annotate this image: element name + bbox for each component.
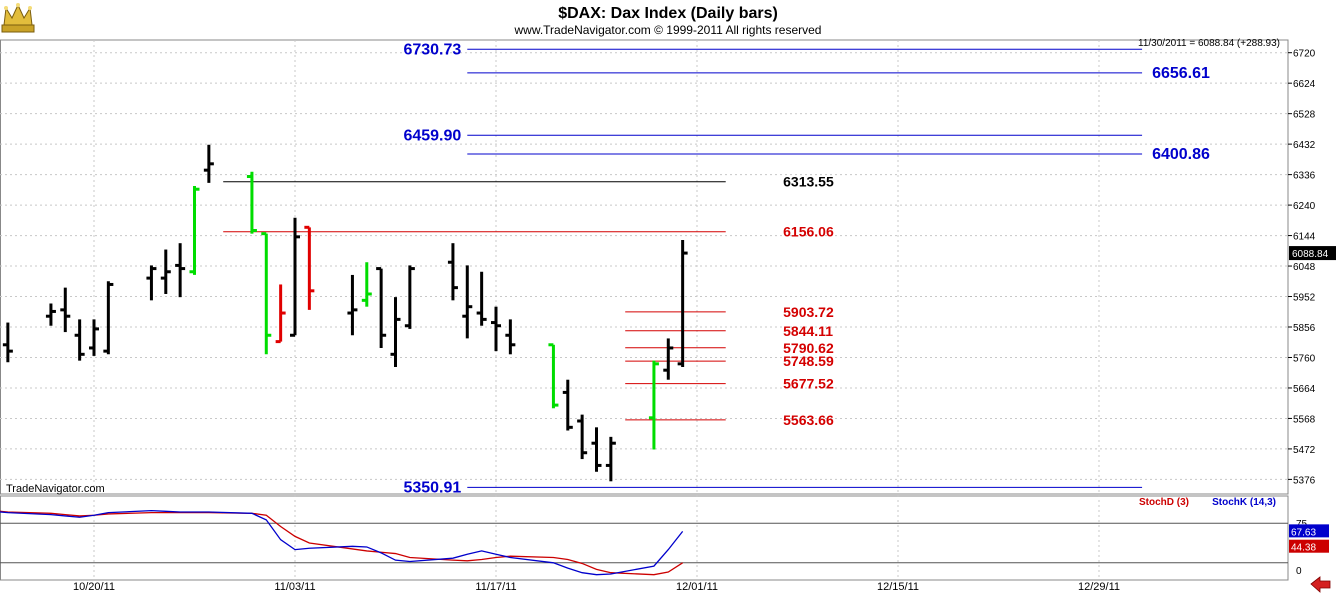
price-levels: 6730.73 6656.61 6459.90 6400.86 6313.55 6156.… <box>223 41 1210 496</box>
chart-title: $DAX: Dax Index (Daily bars) <box>558 5 778 22</box>
ohlc-bar <box>203 144 214 183</box>
ohlc-bar <box>146 265 157 301</box>
ohlc-bar <box>677 240 688 368</box>
ohlc-bar <box>462 265 473 339</box>
level-label: 5677.52 <box>783 376 834 392</box>
ohlc-bar <box>562 379 573 431</box>
ohlc-bar <box>103 281 114 355</box>
ohlc-bar <box>476 271 487 326</box>
y-tick-label: 6432 <box>1293 140 1316 151</box>
ohlc-bar <box>189 186 200 275</box>
ohlc-bar <box>347 274 358 336</box>
stoch-d-value: 44.38 <box>1291 543 1316 554</box>
stoch-d-value-box <box>1289 539 1329 553</box>
last-bar-info: 11/30/2011 = 6088.84 (+288.93) <box>1138 38 1280 49</box>
level-label: 6656.61 <box>1152 65 1210 82</box>
ohlc-bar <box>577 414 588 460</box>
price-axis: 10/20/11 11/03/11 11/17/11 12/01/11 12/15/11… <box>73 49 1336 593</box>
level-label: 6400.86 <box>1152 146 1210 163</box>
grid <box>0 39 1289 581</box>
ohlc-bar <box>491 306 501 352</box>
price-panel-frame <box>0 39 1289 495</box>
y-tick-label: 6240 <box>1293 201 1316 212</box>
ohlc-bar <box>447 243 458 301</box>
ohlc-bar <box>548 343 559 409</box>
x-tick-label: 11/03/11 <box>274 581 315 593</box>
level-label: 5790.62 <box>783 340 834 356</box>
stoch-d-line <box>0 510 683 576</box>
ohlc-bar <box>2 322 13 363</box>
y-tick-label: 6720 <box>1293 49 1316 60</box>
scroll-left-arrow-icon[interactable] <box>1310 576 1331 593</box>
ohlc-bar <box>45 303 56 326</box>
ohlc-bar <box>404 265 415 329</box>
ohlc-bar <box>663 338 674 380</box>
stoch-k-value-box <box>1289 524 1329 538</box>
ohlc-bar <box>175 243 186 298</box>
level-label: 6313.55 <box>783 174 834 190</box>
level-label: 5903.72 <box>783 304 834 320</box>
ohlc-bar <box>390 297 401 368</box>
stoch-d-legend: StochD (3) <box>1139 497 1189 508</box>
level-label: 5844.11 <box>783 323 833 339</box>
last-price-box <box>1289 246 1336 261</box>
x-tick-label: 10/20/11 <box>73 581 115 593</box>
ohlc-bar <box>361 262 372 307</box>
x-tick-label: 11/17/11 <box>475 581 516 593</box>
ohlc-bar <box>605 436 616 482</box>
level-label: 5350.91 <box>403 479 461 496</box>
ohlc-bar <box>304 225 315 310</box>
ohlc-bar <box>275 284 286 344</box>
level-label: 6156.06 <box>783 224 834 240</box>
stoch-k-value: 67.63 <box>1291 527 1316 538</box>
stoch-k-legend: StochK (14,3) <box>1212 497 1276 508</box>
ohlc-bar <box>591 427 602 472</box>
level-label: 5748.59 <box>783 353 834 369</box>
ohlc-bar <box>290 217 300 337</box>
y-tick-label: 5376 <box>1293 475 1316 486</box>
y-tick-label: 6528 <box>1293 110 1316 121</box>
last-price-label: 6088.84 <box>1292 249 1329 260</box>
ohlc-bars <box>2 144 688 482</box>
copyright-text: www.TradeNavigator.com © 1999-2011 All r… <box>514 23 822 37</box>
stochastic-panel <box>0 510 1288 576</box>
level-label: 5563.66 <box>783 412 834 428</box>
y-tick-label: 6624 <box>1293 79 1316 90</box>
x-tick-label: 12/29/11 <box>1078 581 1120 593</box>
y-tick-label: 5568 <box>1293 414 1316 425</box>
ohlc-bar <box>648 360 659 450</box>
level-label: 6459.90 <box>403 127 461 144</box>
x-tick-label: 12/15/11 <box>877 581 919 593</box>
level-label: 6730.73 <box>403 41 461 58</box>
ohlc-bar <box>261 232 272 355</box>
y-tick-label: 5952 <box>1293 293 1316 304</box>
y-tick-label: 5664 <box>1293 384 1316 395</box>
ohlc-bar <box>60 287 71 333</box>
ohlc-bar <box>246 171 257 234</box>
y-tick-label: 6336 <box>1293 171 1316 182</box>
y-tick-label: 5856 <box>1293 323 1316 334</box>
stoch-axis-label: 0 <box>1296 566 1302 577</box>
ohlc-bar <box>160 249 171 294</box>
stoch-panel-frame <box>0 495 1289 581</box>
y-tick-label: 5760 <box>1293 353 1316 364</box>
gold-crown-icon <box>1 3 35 33</box>
ohlc-bar <box>505 319 516 355</box>
ohlc-bar <box>74 319 85 361</box>
ohlc-bar <box>89 319 99 356</box>
ohlc-bar <box>376 267 387 348</box>
x-tick-label: 12/01/11 <box>676 581 718 593</box>
y-tick-label: 6144 <box>1293 232 1316 243</box>
watermark: TradeNavigator.com <box>6 483 105 495</box>
y-tick-label: 6048 <box>1293 262 1316 273</box>
stoch-k-line <box>0 510 684 576</box>
y-tick-label: 5472 <box>1293 445 1316 456</box>
